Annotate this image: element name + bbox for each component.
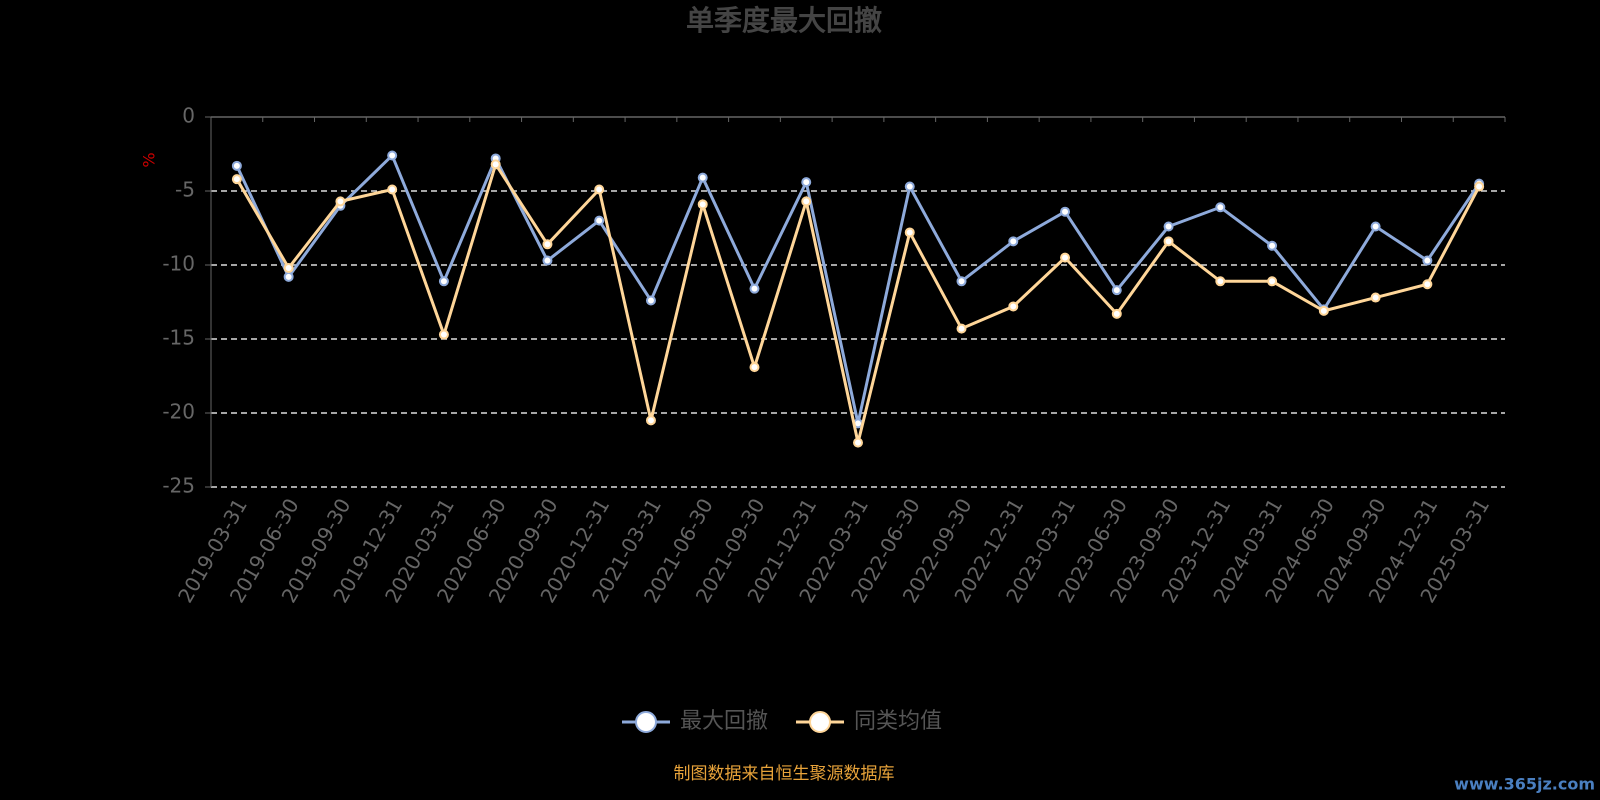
point: [438, 329, 449, 340]
series-line: [235, 160, 1481, 443]
point: [231, 160, 242, 171]
point: [853, 437, 863, 448]
y-tick-label: -5: [175, 178, 195, 202]
y-tick-label: -20: [162, 400, 195, 424]
point: [1215, 202, 1226, 213]
point: [283, 262, 294, 273]
point: [1060, 206, 1071, 217]
point: [697, 199, 708, 210]
legend-marker: [635, 711, 657, 733]
y-tick-label: 0: [182, 104, 195, 128]
watermark: www.365jz.com: [1454, 775, 1595, 794]
point: [1422, 279, 1433, 290]
chart-title: 单季度最大回撤: [686, 4, 882, 37]
point: [956, 276, 967, 287]
point: [904, 181, 915, 192]
y-tick-label: -25: [162, 474, 195, 498]
point: [1008, 236, 1019, 247]
point: [1267, 240, 1278, 251]
point: [1111, 308, 1122, 319]
point: [956, 323, 967, 334]
point: [1215, 276, 1226, 287]
point: [594, 184, 605, 195]
point: [1060, 252, 1071, 263]
point: [1474, 181, 1485, 192]
legend-marker: [809, 711, 831, 733]
point: [542, 255, 553, 266]
point: [749, 362, 760, 373]
point: [1267, 276, 1278, 287]
y-tick-label: -10: [162, 252, 195, 276]
point: [1370, 221, 1381, 232]
footer: 制图数据来自恒生聚源数据库: [674, 764, 895, 784]
point: [1318, 305, 1329, 316]
point: [645, 415, 656, 426]
point: [231, 174, 242, 185]
point: [594, 215, 605, 226]
point: [904, 227, 915, 238]
point: [1163, 221, 1174, 232]
point: [801, 196, 812, 207]
point: [1370, 292, 1381, 303]
point: [697, 172, 708, 183]
point: [1163, 236, 1174, 247]
point: [490, 159, 501, 170]
point: [749, 283, 760, 294]
legend-label[interactable]: 同类均值: [854, 709, 942, 734]
point: [1111, 285, 1122, 296]
point: [1008, 301, 1019, 312]
point: [542, 239, 553, 250]
point: [387, 150, 398, 161]
point: [283, 271, 294, 282]
y-axis-label: %: [140, 152, 159, 167]
series-line: [235, 152, 1481, 424]
point: [801, 177, 812, 188]
point: [387, 184, 398, 195]
point: [335, 196, 346, 207]
point: [438, 276, 449, 287]
legend-label[interactable]: 最大回撤: [680, 709, 768, 734]
point: [645, 295, 656, 306]
y-tick-label: -15: [162, 326, 195, 350]
point: [1422, 255, 1433, 266]
